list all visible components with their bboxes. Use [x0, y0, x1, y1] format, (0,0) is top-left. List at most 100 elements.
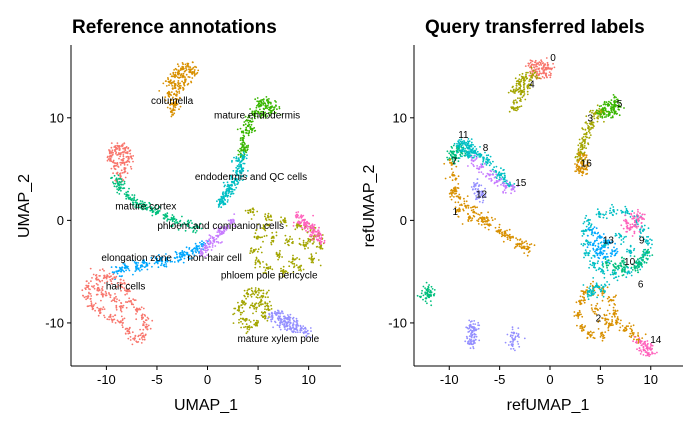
- data-point: [217, 227, 220, 230]
- data-point: [620, 243, 622, 246]
- data-point: [161, 256, 164, 259]
- data-point: [131, 197, 134, 200]
- data-point: [296, 331, 299, 334]
- data-point: [602, 241, 605, 244]
- data-point: [585, 251, 588, 254]
- data-point: [515, 82, 518, 85]
- data-point: [589, 330, 592, 333]
- data-point: [183, 70, 186, 73]
- data-point: [482, 166, 485, 168]
- data-point: [515, 237, 517, 240]
- data-point: [103, 314, 105, 317]
- data-point: [614, 315, 616, 318]
- data-point: [608, 323, 611, 325]
- data-point: [172, 73, 175, 75]
- data-point: [131, 259, 134, 262]
- data-point: [241, 175, 244, 178]
- data-point: [645, 261, 648, 264]
- data-point: [457, 175, 460, 178]
- data-point: [580, 313, 582, 316]
- data-point: [465, 144, 468, 147]
- data-point: [230, 180, 233, 183]
- data-point: [262, 289, 265, 292]
- data-point: [622, 211, 624, 214]
- data-point: [489, 155, 492, 158]
- data-point: [601, 111, 604, 114]
- data-point: [218, 231, 221, 234]
- data-point: [631, 329, 633, 332]
- data-point: [504, 235, 506, 238]
- data-point: [279, 328, 282, 331]
- data-point: [260, 117, 262, 119]
- data-point: [598, 107, 601, 110]
- data-point: [250, 247, 252, 250]
- data-point: [629, 250, 632, 252]
- data-point: [140, 316, 143, 319]
- data-point: [113, 185, 116, 188]
- data-point: [597, 246, 600, 249]
- data-point: [532, 69, 535, 72]
- data-point: [610, 106, 612, 108]
- data-point: [587, 332, 590, 335]
- data-point: [485, 161, 487, 164]
- data-point: [271, 231, 274, 234]
- data-point: [500, 178, 502, 181]
- data-point: [545, 57, 548, 59]
- data-point: [628, 251, 631, 254]
- data-point: [253, 214, 256, 216]
- data-point: [505, 182, 508, 185]
- data-point: [241, 179, 244, 182]
- data-point: [163, 265, 166, 268]
- data-point: [461, 144, 464, 146]
- data-point: [240, 304, 243, 307]
- data-point: [136, 206, 139, 209]
- data-point: [459, 153, 462, 156]
- data-point: [293, 258, 296, 261]
- data-point: [116, 142, 119, 145]
- data-point: [517, 91, 520, 93]
- data-point: [596, 104, 599, 107]
- data-point: [160, 260, 164, 263]
- data-point: [631, 217, 634, 220]
- data-point: [459, 150, 462, 153]
- data-point: [216, 231, 219, 234]
- data-point: [238, 150, 241, 153]
- data-point: [517, 97, 519, 100]
- data-point: [468, 327, 471, 329]
- data-point: [239, 156, 242, 159]
- data-point: [635, 342, 638, 344]
- data-point: [612, 269, 615, 271]
- data-point: [262, 261, 264, 263]
- data-point: [204, 249, 207, 252]
- data-point: [164, 259, 167, 262]
- data-point: [629, 255, 632, 257]
- data-point: [461, 204, 463, 207]
- data-point: [253, 235, 256, 238]
- data-point: [595, 109, 598, 112]
- data-point: [519, 85, 522, 88]
- data-point: [247, 144, 250, 147]
- data-point: [259, 296, 261, 299]
- data-point: [621, 325, 624, 327]
- data-point: [467, 138, 470, 140]
- data-point: [208, 245, 211, 248]
- data-point: [280, 321, 283, 324]
- data-point: [633, 255, 636, 258]
- data-point: [109, 314, 112, 317]
- data-point: [165, 257, 168, 260]
- data-point: [286, 271, 289, 274]
- data-point: [475, 158, 478, 160]
- data-point: [592, 289, 594, 292]
- data-point: [279, 114, 282, 116]
- data-point: [255, 322, 257, 324]
- data-point: [249, 252, 252, 255]
- data-point: [523, 245, 526, 248]
- data-point: [583, 256, 585, 259]
- data-point: [486, 161, 489, 164]
- data-point: [191, 227, 194, 230]
- data-point: [579, 325, 582, 328]
- data-point: [141, 313, 144, 316]
- data-point: [269, 215, 272, 218]
- data-point: [157, 207, 159, 210]
- data-point: [598, 210, 600, 213]
